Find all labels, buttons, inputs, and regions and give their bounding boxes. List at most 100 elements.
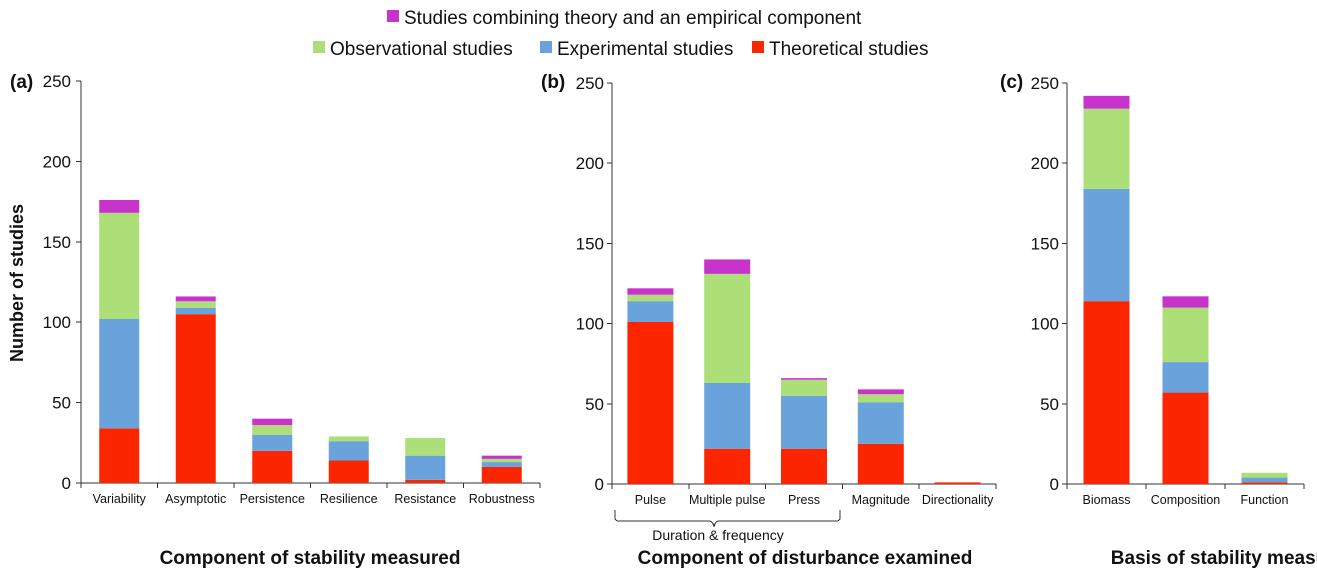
bar-variability-combined — [99, 199, 140, 213]
y-tick-label: 250 — [1031, 74, 1059, 93]
bar-pulse-theoretical — [627, 321, 674, 484]
bar-variability-theoretical — [99, 428, 140, 483]
legend-swatch-theoretical — [752, 41, 764, 53]
x-tick-label: Variability — [93, 492, 147, 506]
bar-composition-combined — [1162, 296, 1209, 308]
x-tick-label: Resilience — [320, 492, 378, 506]
x-tick-label: Multiple pulse — [689, 493, 765, 507]
bar-magnitude-theoretical — [857, 443, 904, 484]
legend-item-experimental: Experimental studies — [540, 39, 733, 60]
y-axis-title: Number of studies — [7, 204, 27, 362]
legend-swatch-observational — [313, 41, 325, 53]
bar-pulse-combined — [627, 288, 674, 295]
bar-asymptotic-theoretical — [175, 314, 216, 483]
legend-item-theoretical: Theoretical studies — [752, 39, 928, 60]
bar-pulse-observational — [627, 294, 674, 302]
x-tick-label: Asymptotic — [165, 492, 226, 506]
bar-robustness-observational — [481, 458, 522, 463]
y-tick-label: 250 — [576, 74, 604, 93]
duration-frequency-brace: Duration & frequency — [614, 510, 841, 543]
y-tick-label: 150 — [43, 233, 71, 252]
legend-swatch-experimental — [540, 41, 552, 53]
legend-item-combined: Studies combining theory and an empirica… — [387, 8, 862, 29]
y-tick-label: 0 — [595, 475, 604, 494]
x-tick-label: Function — [1241, 493, 1289, 507]
bar-resistance-experimental — [405, 455, 446, 480]
bar-variability-experimental — [99, 318, 140, 429]
y-tick-label: 100 — [1031, 315, 1059, 334]
panel-label: (a) — [10, 72, 33, 93]
bar-resistance-theoretical — [405, 479, 446, 483]
panel-label: (c) — [1000, 72, 1023, 93]
y-tick-label: 200 — [576, 154, 604, 173]
x-tick-label: Press — [788, 493, 820, 507]
bar-persistence-observational — [252, 425, 293, 435]
bar-function-experimental — [1241, 477, 1288, 483]
x-tick-label: Directionality — [922, 493, 994, 507]
legend-item-observational: Observational studies — [313, 39, 513, 60]
legend-label-theoretical: Theoretical studies — [769, 39, 928, 60]
bar-composition-observational — [1162, 307, 1209, 363]
bar-resilience-theoretical — [328, 460, 369, 483]
bar-biomass-experimental — [1083, 188, 1130, 302]
bar-press-experimental — [781, 395, 827, 449]
bar-biomass-observational — [1083, 108, 1130, 189]
bar-biomass-theoretical — [1083, 301, 1130, 484]
brace-line — [614, 510, 841, 528]
bar-composition-experimental — [1162, 362, 1209, 393]
bar-asymptotic-experimental — [175, 307, 216, 315]
bar-magnitude-combined — [857, 389, 904, 395]
y-tick-label: 0 — [62, 474, 71, 493]
x-tick-label: Pulse — [635, 493, 666, 507]
bar-variability-observational — [99, 212, 140, 319]
y-tick-label: 100 — [576, 315, 604, 334]
brace-label: Duration & frequency — [652, 527, 784, 543]
y-tick-label: 150 — [576, 234, 604, 253]
x-axis-title: Component of disturbance examined — [638, 548, 973, 569]
y-tick-label: 200 — [43, 152, 71, 171]
bar-function-observational — [1241, 472, 1288, 478]
bar-press-theoretical — [781, 448, 827, 484]
x-tick-label: Resistance — [394, 492, 456, 506]
bar-robustness-theoretical — [481, 466, 522, 483]
bar-asymptotic-combined — [175, 296, 216, 302]
panel-a: 0 50 100 150 200 250 Variability Asymptotic Pers… — [10, 72, 541, 569]
bar-robustness-combined — [481, 455, 522, 459]
y-tick-label: 0 — [1050, 475, 1059, 494]
bar-asymptotic-observational — [175, 301, 216, 308]
legend-label-experimental: Experimental studies — [557, 39, 733, 60]
bar-resilience-experimental — [328, 441, 369, 461]
y-tick-label: 200 — [1031, 154, 1059, 173]
y-tick-label: 150 — [1031, 234, 1059, 253]
bar-press-combined — [781, 378, 827, 380]
y-tick-label: 250 — [43, 72, 71, 91]
legend: Studies combining theory and an empirica… — [313, 8, 928, 60]
y-tick-label: 50 — [585, 395, 604, 414]
y-tick-label: 100 — [43, 313, 71, 332]
bar-pulse-experimental — [627, 301, 674, 322]
x-tick-label: Magnitude — [852, 493, 910, 507]
bar-press-observational — [781, 379, 827, 396]
bar-multiple-pulse-experimental — [704, 382, 751, 449]
bar-persistence-experimental — [252, 434, 293, 451]
x-tick-label: Composition — [1151, 493, 1221, 507]
x-tick-label: Robustness — [469, 492, 535, 506]
x-tick-label: Biomass — [1083, 493, 1131, 507]
legend-label-observational: Observational studies — [330, 39, 513, 60]
bar-multiple-pulse-combined — [704, 259, 751, 274]
y-tick-label: 50 — [52, 394, 71, 413]
bar-function-theoretical — [1241, 482, 1288, 484]
bar-persistence-theoretical — [252, 450, 293, 483]
legend-swatch-combined — [387, 10, 399, 22]
bar-robustness-experimental — [481, 462, 522, 467]
y-tick-label: 50 — [1040, 395, 1059, 414]
x-tick-label: Persistence — [240, 492, 305, 506]
x-axis-title: Component of stability measured — [160, 548, 461, 569]
panel-label: (b) — [541, 72, 565, 93]
bar-magnitude-experimental — [857, 402, 904, 444]
legend-label-combined: Studies combining theory and an empirica… — [404, 8, 862, 29]
bar-multiple-pulse-observational — [704, 273, 751, 383]
bar-multiple-pulse-theoretical — [704, 448, 751, 484]
bar-resistance-observational — [405, 437, 446, 456]
